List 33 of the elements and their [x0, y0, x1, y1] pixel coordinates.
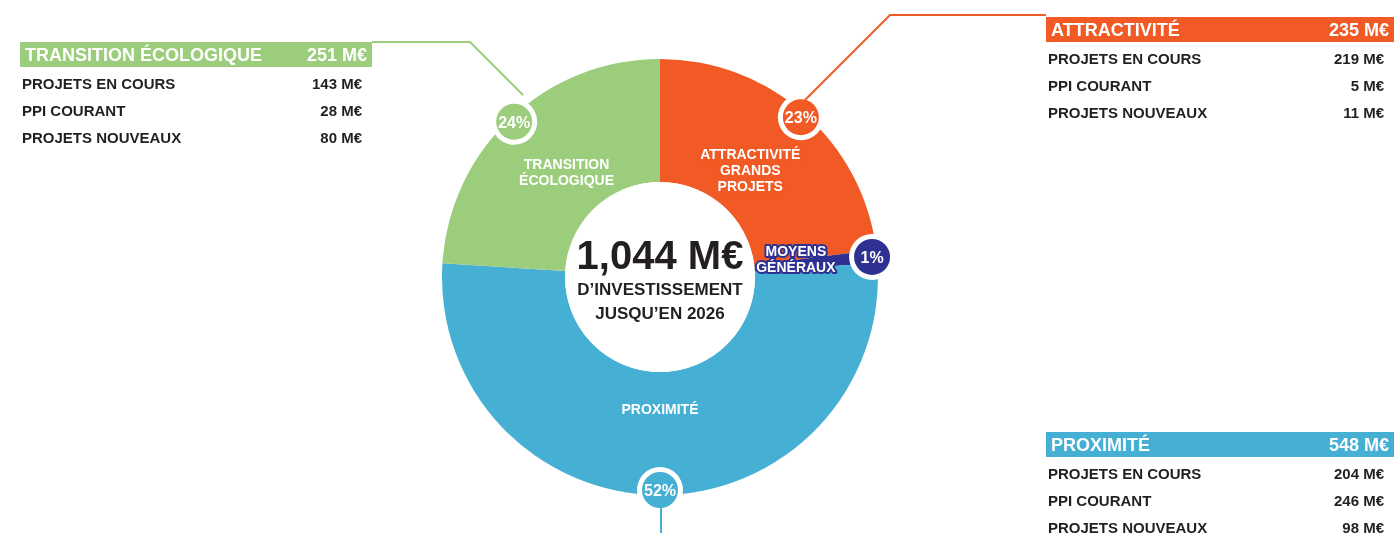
text: PROJETS NOUVEAUX — [1048, 104, 1208, 121]
data-label: 24% — [498, 113, 531, 131]
slice-label: TRANSITION ÉCOLOGIQUE — [519, 156, 615, 189]
text: TRANSITION ÉCOLOGIQUE — [25, 44, 263, 65]
text: PROXIMITÉ — [1051, 434, 1151, 455]
text: 246 M€ — [1333, 492, 1385, 509]
text: 98 M€ — [1342, 519, 1385, 533]
data-label: 23% — [784, 109, 817, 127]
text: PROJETS EN COURS — [22, 75, 176, 92]
text: 251 M€ — [306, 45, 367, 65]
text: PROJETS NOUVEAUX — [1048, 519, 1208, 533]
text: 1,044 M€ — [576, 233, 744, 277]
text: D’INVESTISSEMENT JUSQU’EN 2026 — [577, 280, 744, 323]
text: PPI COURANT — [22, 102, 126, 119]
text: 143 M€ — [311, 75, 363, 92]
text: PROJETS EN COURS — [1048, 465, 1202, 482]
slice-label: PROXIMITÉ — [621, 400, 699, 417]
text: 219 M€ — [1333, 50, 1385, 67]
text: 28 M€ — [320, 102, 363, 119]
text: 235 M€ — [1328, 20, 1389, 40]
text: 548 M€ — [1328, 435, 1389, 455]
text: PPI COURANT — [1048, 492, 1152, 509]
text: 5 M€ — [1350, 77, 1385, 94]
text: 11 M€ — [1343, 104, 1385, 121]
text: PROJETS EN COURS — [1048, 50, 1202, 67]
text: ATTRACTIVITÉ — [1051, 19, 1180, 40]
text: 80 M€ — [320, 129, 363, 146]
text: 204 M€ — [1333, 465, 1385, 482]
data-label: 1% — [860, 248, 884, 266]
slice-label: ATTRACTIVITÉ GRANDS PROJETS — [700, 145, 801, 194]
text: PPI COURANT — [1048, 77, 1152, 94]
text: PROJETS NOUVEAUX — [22, 129, 182, 146]
data-label: 52% — [643, 482, 677, 499]
